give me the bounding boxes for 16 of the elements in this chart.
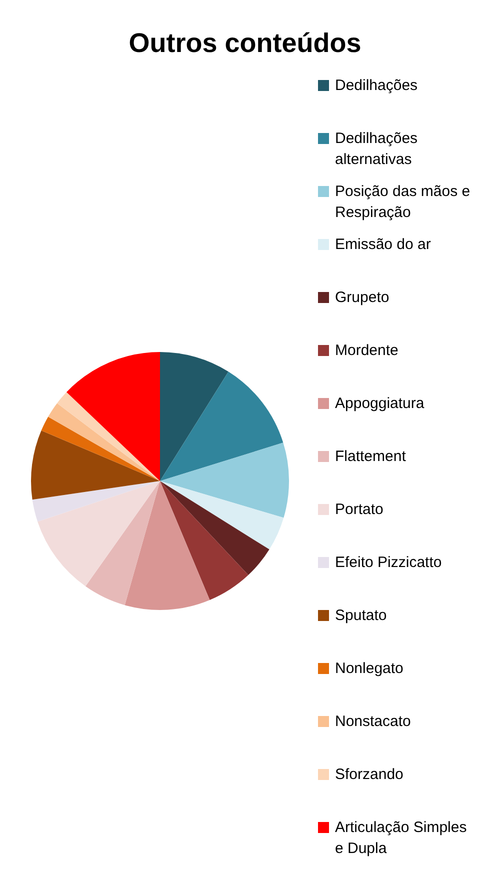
legend-label: Sputato [335, 606, 387, 626]
legend-label: Mordente [335, 341, 398, 361]
legend-label: Articulação Simples e Dupla [335, 818, 468, 859]
legend-label: Efeito Pizzicatto [335, 553, 442, 573]
legend-label: Posição das mãos e Respiração [335, 182, 472, 223]
legend-label: Nonstacato [335, 712, 411, 732]
legend-label: Portato [335, 500, 384, 520]
legend-label: Emissão do ar [335, 235, 431, 255]
legend-label: Dedilhações [335, 76, 418, 96]
legend-label: Appoggiatura [335, 394, 424, 414]
chart-title: Outros conteúdos [128, 28, 362, 59]
legend-label: Dedilhações alternativas [335, 129, 419, 170]
legend-label: Sforzando [335, 765, 404, 785]
legend-label: Nonlegato [335, 659, 404, 679]
legend-label: Grupeto [335, 288, 390, 308]
legend-label: Flattement [335, 447, 406, 467]
